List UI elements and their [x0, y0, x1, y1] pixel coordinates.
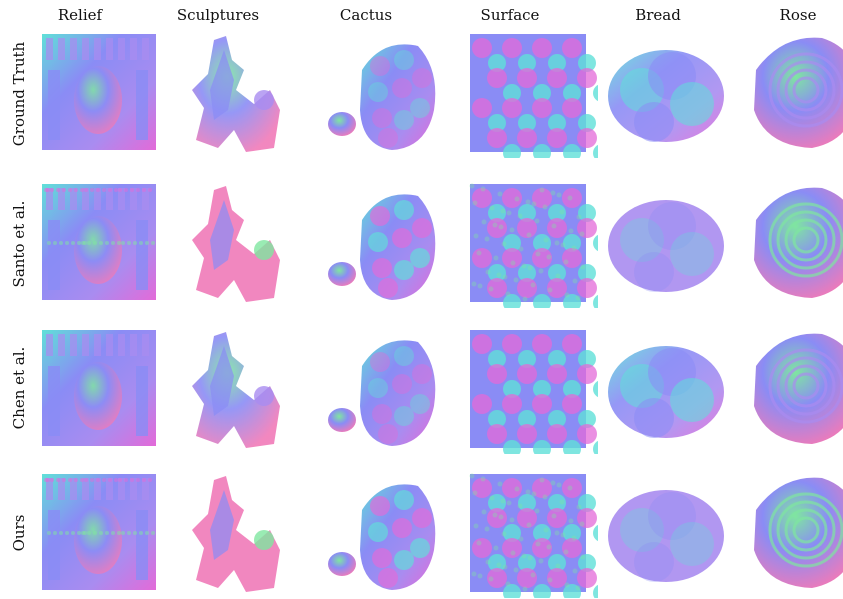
normal-map-image [608, 490, 724, 582]
normal-map-image [42, 184, 156, 300]
row-label-chen: Chen et al. [10, 346, 28, 430]
column-header-sculptures: Sculptures [176, 6, 260, 24]
thumbnail-surface-santo [458, 180, 598, 308]
thumbnail-relief-ground-truth [34, 30, 174, 158]
column-header-bread: Bread [635, 6, 681, 24]
thumbnail-rose-ground-truth [736, 30, 843, 158]
normal-map-image [42, 330, 156, 446]
thumbnail-surface-chen [458, 326, 598, 454]
thumbnail-rose-chen [736, 326, 843, 454]
normal-map-image [328, 484, 436, 590]
column-header-cactus: Cactus [339, 6, 393, 24]
thumbnail-bread-santo [596, 180, 736, 308]
normal-map-image [754, 333, 843, 444]
normal-map-image [608, 346, 724, 438]
normal-map-image [608, 200, 724, 292]
thumbnail-relief-ours [34, 470, 174, 598]
row-label-ground-truth: Ground Truth [10, 41, 28, 147]
normal-map-image [754, 187, 843, 298]
thumbnail-cactus-chen [316, 326, 456, 454]
thumbnail-bread-ours [596, 470, 736, 598]
row-label-ours: Ours [10, 514, 28, 552]
thumbnail-relief-chen [34, 326, 174, 454]
thumbnail-surface-ground-truth [458, 30, 598, 158]
thumbnail-sculptures-ground-truth [168, 30, 308, 158]
normal-map-image [469, 473, 598, 598]
normal-map-image [328, 194, 436, 300]
normal-map-image [608, 50, 724, 142]
normal-map-image [192, 332, 280, 448]
normal-map-image [192, 476, 280, 592]
normal-map-image [42, 34, 156, 150]
column-header-relief: Relief [57, 6, 103, 24]
thumbnail-cactus-ours [316, 470, 456, 598]
thumbnail-sculptures-chen [168, 326, 308, 454]
normal-map-image [328, 44, 436, 150]
normal-map-image [192, 186, 280, 302]
normal-map-image [754, 477, 843, 588]
normal-map-image [754, 37, 843, 148]
thumbnail-surface-ours [458, 470, 598, 598]
thumbnail-sculptures-ours [168, 470, 308, 598]
thumbnail-cactus-ground-truth [316, 30, 456, 158]
thumbnail-sculptures-santo [168, 180, 308, 308]
normal-map-image [470, 330, 598, 454]
normal-map-image [469, 183, 598, 308]
normal-map-image [42, 474, 156, 590]
thumbnail-cactus-santo [316, 180, 456, 308]
thumbnail-bread-chen [596, 326, 736, 454]
normal-map-image [192, 36, 280, 152]
row-label-santo: Santo et al. [10, 200, 28, 288]
normal-map-image [470, 34, 598, 158]
thumbnail-rose-ours [736, 470, 843, 598]
thumbnail-bread-ground-truth [596, 30, 736, 158]
thumbnail-relief-santo [34, 180, 174, 308]
normal-map-image [328, 340, 436, 446]
column-header-surface: Surface [480, 6, 540, 24]
thumbnail-rose-santo [736, 180, 843, 308]
column-header-rose: Rose [779, 6, 817, 24]
